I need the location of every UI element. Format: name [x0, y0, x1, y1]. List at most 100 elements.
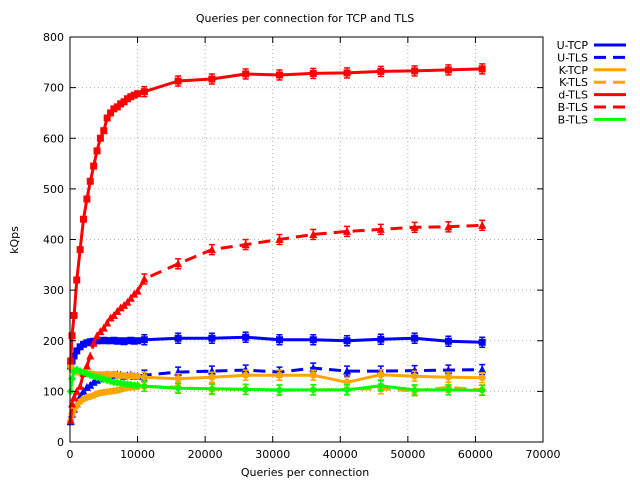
data-point — [123, 297, 132, 306]
x-tick-label: 60000 — [458, 448, 493, 461]
data-point — [99, 323, 108, 332]
data-point — [79, 386, 88, 395]
x-tick-label: 10000 — [120, 448, 155, 461]
series — [66, 219, 487, 425]
data-point — [343, 337, 351, 345]
y-tick-label: 600 — [43, 132, 64, 145]
data-point — [134, 90, 142, 98]
x-tick-label: 40000 — [323, 448, 358, 461]
data-point — [100, 127, 108, 135]
data-point — [90, 162, 98, 170]
data-point — [134, 337, 142, 345]
data-point — [478, 220, 487, 229]
data-point — [478, 374, 486, 382]
data-point — [241, 385, 250, 394]
data-point — [140, 373, 148, 381]
data-point — [126, 293, 135, 302]
data-point — [478, 365, 487, 374]
y-tick-label: 100 — [43, 385, 64, 398]
data-point — [96, 134, 104, 142]
data-point — [275, 385, 284, 394]
data-point — [70, 311, 78, 319]
data-point — [67, 357, 75, 365]
legend-label: U-TCP — [557, 39, 589, 52]
data-point — [444, 66, 452, 74]
data-point — [82, 382, 91, 391]
data-point — [93, 331, 102, 340]
x-axis-label: Queries per connection — [241, 466, 369, 479]
legend-label: B-TLS — [558, 101, 588, 114]
data-point — [410, 222, 419, 231]
data-point — [83, 195, 91, 203]
data-point — [103, 114, 111, 122]
series-layer — [66, 63, 487, 426]
data-point — [174, 77, 182, 85]
data-point — [208, 373, 216, 381]
data-point — [133, 286, 142, 295]
x-tick-label: 20000 — [188, 448, 223, 461]
data-point — [377, 67, 385, 75]
data-point — [66, 416, 75, 425]
data-point — [82, 361, 91, 370]
axes: 0 10000 20000 30000 40000 50000 60000 70000 0 100… — [43, 31, 561, 461]
data-point — [444, 373, 452, 381]
data-point — [72, 386, 81, 395]
legend-label: U-TLS — [557, 51, 588, 64]
y-tick-label: 400 — [43, 234, 64, 247]
data-point — [80, 215, 88, 223]
data-point — [76, 381, 85, 390]
data-point — [275, 235, 284, 243]
data-point — [242, 70, 250, 78]
chart-title: Queries per connection for TCP and TLS — [196, 12, 414, 25]
data-point — [140, 382, 149, 391]
data-point — [242, 371, 250, 379]
data-point — [343, 69, 351, 77]
data-point — [376, 224, 385, 233]
data-point — [174, 334, 182, 342]
legend-label: B-TLS — [558, 113, 588, 126]
x-tick-label: 30000 — [255, 448, 290, 461]
x-tick-label: 70000 — [526, 448, 561, 461]
legend-label: d-TLS — [558, 89, 588, 102]
data-point — [89, 377, 98, 386]
data-point — [107, 109, 115, 117]
series — [67, 63, 486, 365]
data-point — [140, 274, 149, 283]
data-point — [444, 222, 453, 231]
y-tick-label: 0 — [57, 436, 64, 449]
legend-label: K-TCP — [559, 64, 589, 77]
data-point — [377, 371, 385, 379]
y-tick-label: 200 — [43, 335, 64, 348]
data-point — [478, 338, 486, 346]
data-point — [134, 372, 142, 380]
data-point — [411, 372, 419, 380]
data-point — [70, 392, 79, 401]
data-point — [444, 385, 453, 394]
series — [66, 365, 487, 397]
data-point — [377, 335, 385, 343]
y-axis-label: kQps — [8, 226, 21, 254]
series — [67, 331, 486, 370]
data-point — [410, 385, 419, 394]
data-point — [241, 240, 250, 249]
y-tick-label: 800 — [43, 31, 64, 44]
series-line — [69, 366, 483, 423]
data-point — [309, 336, 317, 344]
data-point — [376, 381, 385, 390]
data-point — [343, 366, 352, 375]
data-point — [343, 226, 352, 235]
data-point — [478, 386, 487, 395]
data-point — [93, 147, 101, 155]
data-point — [309, 229, 318, 238]
data-point — [133, 381, 142, 390]
legend-label: K-TLS — [559, 76, 588, 89]
data-point — [140, 336, 148, 344]
data-point — [410, 366, 419, 375]
data-point — [86, 177, 94, 185]
data-point — [309, 69, 317, 77]
data-point — [343, 385, 352, 394]
data-point — [116, 303, 125, 312]
data-point — [73, 276, 81, 284]
